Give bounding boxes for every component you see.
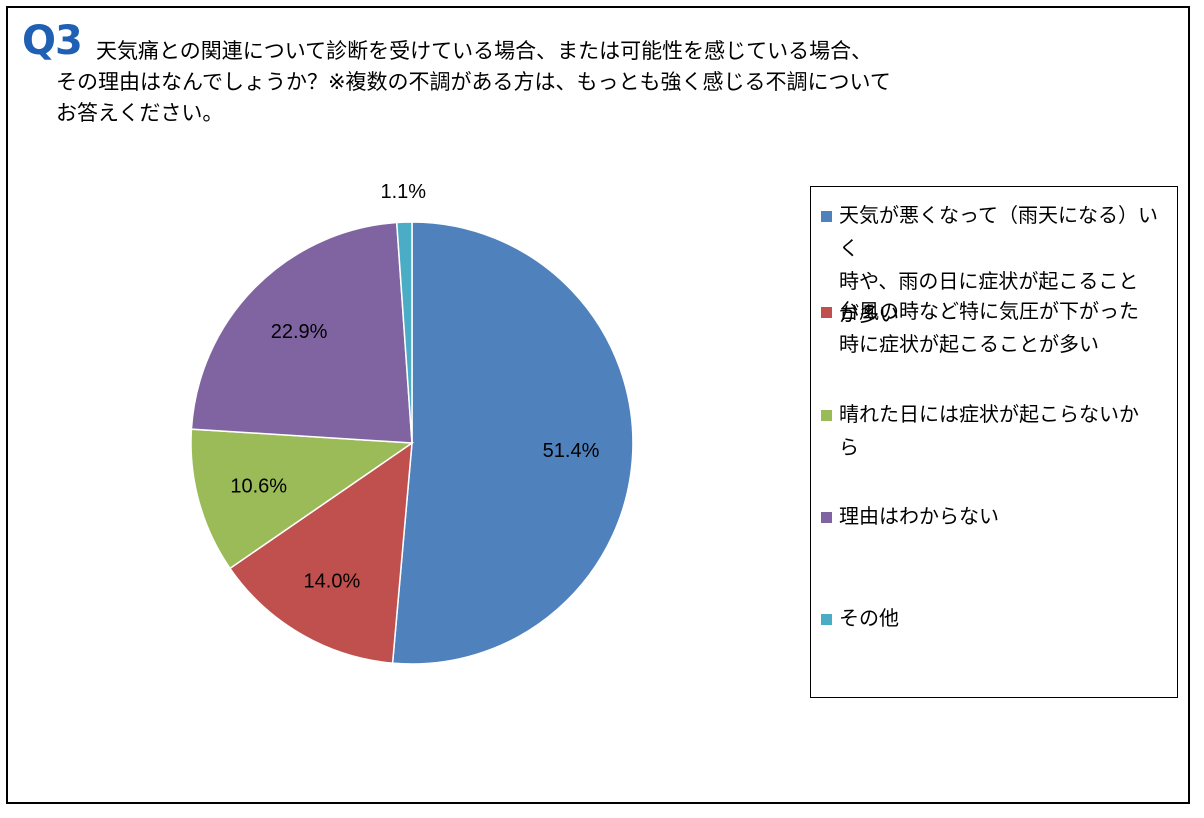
slice-sunny-days bbox=[190, 428, 415, 570]
data-label-worsening-weather: 51.4% bbox=[543, 440, 600, 462]
slice-unknown bbox=[190, 221, 413, 444]
data-label-typhoon: 14.0% bbox=[304, 571, 361, 593]
legend-item-other: その他 bbox=[821, 602, 1171, 635]
legend-swatch-unknown bbox=[821, 512, 832, 523]
legend-label-other: その他 bbox=[839, 606, 899, 630]
legend-swatch-worsening-weather bbox=[821, 211, 832, 222]
legend-label-unknown: 理由はわからない bbox=[839, 504, 999, 528]
slice-typhoon bbox=[228, 441, 413, 664]
question-line-1: 天気痛との関連について診断を受けている場合、または可能性を感じている場合、 bbox=[96, 39, 873, 63]
legend-item-worsening-weather: 天気が悪くなって（雨天になる）いく 時や、雨の日に症状が起こること が多い bbox=[821, 199, 1171, 331]
question-text: 天気痛との関連について診断を受けている場合、または可能性を感じている場合、 その… bbox=[56, 36, 996, 129]
legend-swatch-sunny-days bbox=[821, 410, 832, 421]
question-line-3: お答えください。 bbox=[56, 101, 224, 125]
question-number: Q3 bbox=[22, 18, 83, 64]
legend-item-typhoon: 台風の時など特に気圧が下がった 時に症状が起こることが多い bbox=[821, 295, 1171, 361]
legend-label-sunny-days: 晴れた日には症状が起こらないか ら bbox=[839, 402, 1139, 459]
legend-label-typhoon: 台風の時など特に気圧が下がった 時に症状が起こることが多い bbox=[839, 299, 1139, 356]
data-label-sunny-days: 10.6% bbox=[230, 476, 287, 498]
data-label-unknown: 22.9% bbox=[271, 321, 328, 343]
legend-swatch-typhoon bbox=[821, 307, 832, 318]
data-label-other: 1.1% bbox=[381, 181, 427, 203]
legend-label-worsening-weather: 天気が悪くなって（雨天になる）いく 時や、雨の日に症状が起こること が多い bbox=[839, 203, 1158, 326]
question-line-2: その理由はなんでしょうか？※複数の不調がある方は、もっとも強く感じる不調について bbox=[56, 70, 891, 94]
legend-item-unknown: 理由はわからない bbox=[821, 500, 1171, 533]
chart-legend: 天気が悪くなって（雨天になる）いく 時や、雨の日に症状が起こること が多い 台風… bbox=[810, 186, 1178, 698]
pie-chart: 51.4% 14.0% 10.6% 22.9% 1.1% bbox=[190, 181, 634, 665]
slice-worsening-weather bbox=[391, 221, 634, 665]
legend-item-sunny-days: 晴れた日には症状が起こらないか ら bbox=[821, 398, 1171, 464]
legend-swatch-other bbox=[821, 614, 832, 625]
slice-other bbox=[395, 221, 413, 444]
